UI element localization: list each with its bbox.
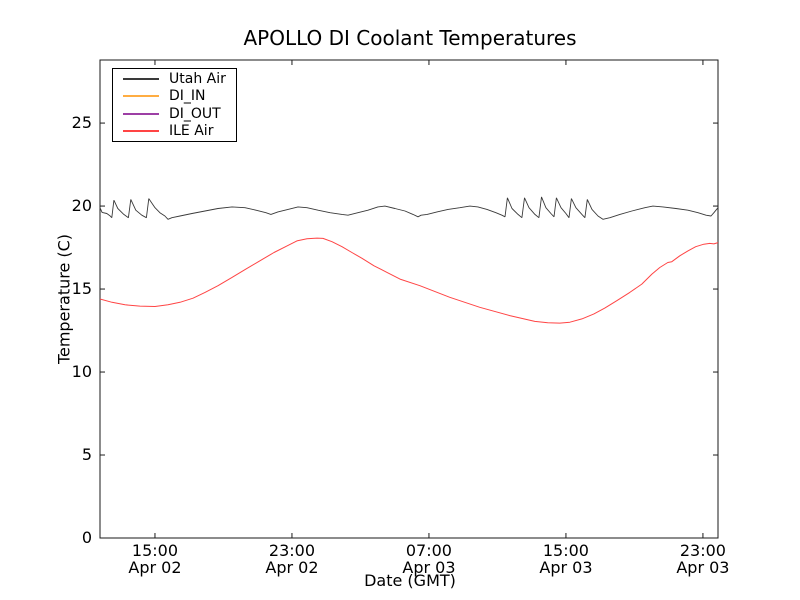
y-tick-label-5: 25 [71,113,92,133]
legend-row-di-in: DI_IN [113,88,236,104]
x-tick-time: 23:00 [268,541,315,560]
y-tick-label-4: 20 [71,196,92,216]
x-tick-date: Apr 02 [265,558,319,577]
y-tick-label-2: 10 [71,362,92,382]
di-out-line-sample [123,112,159,115]
utah-air-line-sample [123,77,159,80]
legend-label-ile-air: ILE Air [169,123,214,140]
x-tick-time: 23:00 [679,541,726,560]
legend-label-di-in: DI_IN [169,88,206,105]
x-tick-label-2: 07:00 Apr 03 [379,542,479,576]
x-tick-label-4: 23:00 Apr 03 [653,542,753,576]
y-tick-label-3: 15 [71,279,92,299]
legend-row-ile-air: ILE Air [113,123,236,139]
x-tick-time: 15:00 [131,541,178,560]
x-tick-date: Apr 02 [128,558,182,577]
x-tick-label-3: 15:00 Apr 03 [516,542,616,576]
legend-row-di-out: DI_OUT [113,106,236,122]
series-line-utah-air [99,196,719,220]
x-tick-label-0: 15:00 Apr 02 [105,542,205,576]
x-tick-time: 07:00 [405,541,452,560]
series-line-ile-air [99,237,719,324]
y-tick-label-0: 0 [81,528,92,547]
legend-label-utah-air: Utah Air [169,70,226,87]
chart-title: APOLLO DI Coolant Temperatures [243,26,577,50]
x-tick-label-1: 23:00 Apr 02 [242,542,342,576]
x-tick-date: Apr 03 [676,558,730,577]
x-axis-label: Date (GMT) [364,571,456,590]
ile-air-line-sample [123,130,159,133]
legend-row-utah-air: Utah Air [113,71,236,87]
legend-box: Utah Air DI_IN DI_OUT ILE Air [112,68,237,142]
x-tick-date: Apr 03 [402,558,456,577]
di-in-line-sample [123,95,159,98]
x-tick-time: 15:00 [542,541,589,560]
legend-label-di-out: DI_OUT [169,105,221,122]
y-tick-label-1: 5 [81,445,92,464]
x-tick-date: Apr 03 [539,558,593,577]
